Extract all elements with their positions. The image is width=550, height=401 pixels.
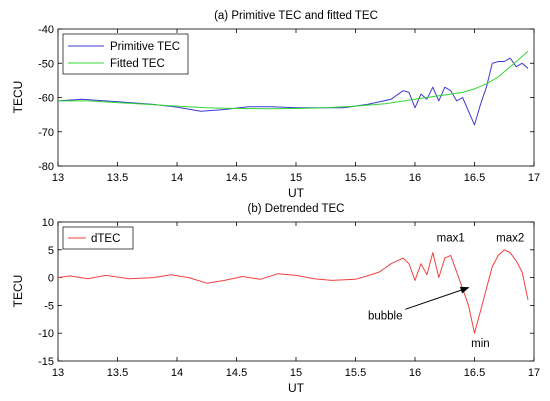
panel-b: (b) Detrended TEC 13 13.5 14 14.5 15 15.5 16 16… — [11, 203, 540, 395]
y-tick-label: -70 — [38, 127, 54, 139]
y-tick-label: 10 — [42, 217, 54, 229]
x-tick-label: 15 — [290, 367, 302, 379]
y-tick-label: -15 — [38, 356, 54, 368]
x-tick-label: 16 — [409, 367, 421, 379]
panel-b-legend: dTEC — [62, 226, 134, 250]
x-tick-label: 13.5 — [107, 367, 128, 379]
x-tick-label: 14.5 — [226, 172, 247, 184]
x-tick-label: 14.5 — [226, 367, 247, 379]
y-tick-label: -50 — [38, 58, 54, 70]
panel-a: (a) Primitive TEC and fitted TEC 13 13.5 1… — [11, 10, 540, 200]
y-tick-label: -80 — [38, 161, 54, 173]
y-tick-label: -10 — [38, 328, 54, 340]
x-tick-label: 13 — [52, 367, 64, 379]
panel-b-series — [57, 249, 529, 334]
annotation-max2: max2 — [496, 232, 524, 244]
series-line-dtec — [57, 249, 529, 334]
x-tick-label: 14 — [171, 367, 183, 379]
legend-label-primitive-tec: Primitive TEC — [110, 41, 180, 53]
panel-b-y-axis-label: TECU — [11, 275, 25, 308]
panel-a-y-axis-label: TECU — [11, 81, 25, 114]
panel-b-x-ticks: 13 13.5 14 14.5 15 15.5 16 16.5 17 — [52, 222, 540, 379]
panel-b-axes-box — [57, 221, 535, 362]
x-tick-label: 16.5 — [464, 172, 485, 184]
y-tick-label: -5 — [44, 300, 54, 312]
y-tick-label: -40 — [38, 24, 54, 36]
x-tick-label: 16 — [409, 172, 421, 184]
x-tick-label: 17 — [528, 367, 540, 379]
annotation-max1: max1 — [437, 232, 465, 244]
panel-a-title: (a) Primitive TEC and fitted TEC — [214, 10, 378, 22]
x-tick-label: 13.5 — [107, 172, 128, 184]
y-tick-label: 5 — [48, 245, 54, 257]
annotation-min: min — [471, 338, 490, 350]
series-line-primitive-tec — [57, 57, 529, 126]
y-tick-label: 0 — [48, 273, 54, 285]
x-tick-label: 14 — [171, 172, 183, 184]
series-line-fitted-tec — [58, 50, 529, 110]
panel-b-y-ticks: 10 5 0 -5 -10 -15 — [38, 217, 534, 368]
panel-a-series — [57, 50, 529, 126]
legend-label-fitted-tec: Fitted TEC — [110, 58, 165, 70]
panel-a-legend-box — [62, 33, 189, 75]
panel-b-x-axis-label: UT — [288, 381, 305, 395]
panel-b-annotations: max1 max2 min bubble — [368, 232, 524, 350]
x-tick-label: 17 — [528, 172, 540, 184]
x-tick-label: 13 — [52, 172, 64, 184]
legend-label-dtec: dTEC — [91, 233, 120, 245]
annotation-arrow-bubble — [405, 286, 470, 310]
panel-a-y-ticks: -40 -50 -60 -70 -80 — [38, 24, 534, 173]
x-tick-label: 15.5 — [345, 172, 366, 184]
y-tick-label: -60 — [38, 93, 54, 105]
panel-a-x-axis-label: UT — [288, 186, 305, 200]
x-tick-label: 16.5 — [464, 367, 485, 379]
x-tick-label: 15.5 — [345, 367, 366, 379]
panel-a-legend: Primitive TEC Fitted TEC — [62, 33, 189, 75]
x-tick-label: 15 — [290, 172, 302, 184]
panel-a-x-ticks: 13 13.5 14 14.5 15 15.5 16 16.5 17 — [52, 29, 540, 184]
annotation-bubble: bubble — [368, 310, 403, 322]
panel-b-title: (b) Detrended TEC — [248, 203, 345, 215]
panel-b-legend-box — [62, 226, 134, 250]
